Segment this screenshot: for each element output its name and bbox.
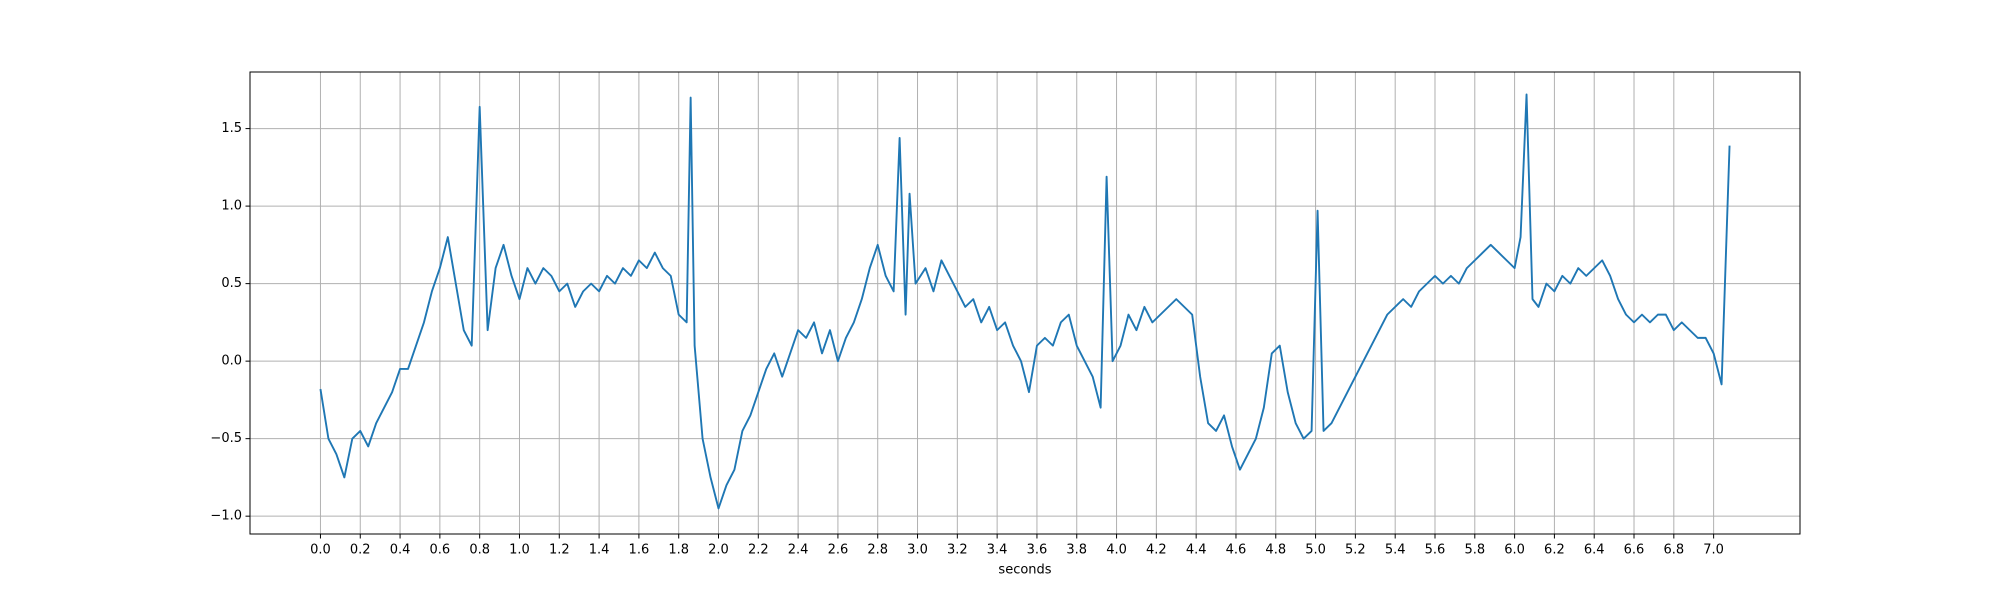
x-tick-label: 2.8 <box>867 543 888 558</box>
x-tick-label: 5.8 <box>1464 543 1485 558</box>
x-tick-label: 0.8 <box>469 543 490 558</box>
x-tick-label: 3.6 <box>1027 543 1048 558</box>
x-tick-label: 3.2 <box>947 543 968 558</box>
x-tick-label: 2.6 <box>828 543 849 558</box>
y-tick-label: 1.0 <box>221 199 242 214</box>
x-tick-label: 4.0 <box>1106 543 1127 558</box>
x-tick-label: 6.6 <box>1624 543 1645 558</box>
x-tick-label: 6.0 <box>1504 543 1525 558</box>
x-tick-label: 3.4 <box>987 543 1008 558</box>
x-tick-label: 5.2 <box>1345 543 1366 558</box>
x-tick-label: 2.4 <box>788 543 809 558</box>
x-tick-label: 6.4 <box>1584 543 1605 558</box>
plot-frame <box>249 71 1801 535</box>
data-line <box>319 93 1731 510</box>
x-tick-label: 0.4 <box>390 543 411 558</box>
x-tick-label: 3.0 <box>907 543 928 558</box>
x-tick-label: 1.0 <box>509 543 530 558</box>
x-tick-label: 6.2 <box>1544 543 1565 558</box>
x-tick-label: 2.2 <box>748 543 769 558</box>
y-tick-label: 0.0 <box>221 354 242 369</box>
x-tick-label: 0.0 <box>310 543 331 558</box>
y-tick-label: −0.5 <box>210 431 242 446</box>
x-tick-label: 4.8 <box>1265 543 1286 558</box>
x-tick-label: 1.6 <box>629 543 650 558</box>
y-tick-label: 0.5 <box>221 276 242 291</box>
x-tick-label: 6.8 <box>1663 543 1684 558</box>
x-tick-label: 0.6 <box>430 543 451 558</box>
x-tick-label: 0.2 <box>350 543 371 558</box>
x-axis-label: seconds <box>998 563 1051 578</box>
y-tick-label: −1.0 <box>210 509 242 524</box>
x-tick-label: 5.6 <box>1425 543 1446 558</box>
x-tick-label: 4.2 <box>1146 543 1167 558</box>
x-tick-label: 4.6 <box>1226 543 1247 558</box>
y-tick-label: 1.5 <box>221 121 242 136</box>
x-tick-label: 2.0 <box>708 543 729 558</box>
x-tick-label: 3.8 <box>1066 543 1087 558</box>
x-tick-label: 5.0 <box>1305 543 1326 558</box>
x-tick-label: 5.4 <box>1385 543 1406 558</box>
x-tick-label: 1.4 <box>589 543 610 558</box>
x-tick-label: 7.0 <box>1703 543 1724 558</box>
x-tick-label: 1.2 <box>549 543 570 558</box>
x-tick-label: 1.8 <box>668 543 689 558</box>
x-tick-label: 4.4 <box>1186 543 1207 558</box>
